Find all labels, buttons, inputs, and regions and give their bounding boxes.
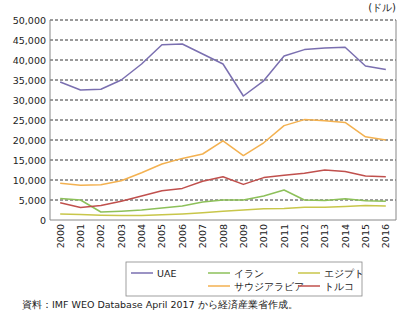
- chart: 0 5,000 10,000 15,000 20,000 25,000 30,000 35,0…: [0, 0, 405, 314]
- grid-line: [50, 160, 396, 161]
- plot-area: [60, 44, 386, 216]
- legend-label: サウジアラビア: [234, 281, 304, 292]
- y-tick-label: 40,000: [13, 55, 46, 66]
- grid-line: [50, 40, 396, 41]
- legend-swatch: [208, 272, 230, 274]
- y-tick-label: 35,000: [13, 75, 46, 86]
- series-line: [60, 120, 386, 186]
- grid-line: [50, 80, 396, 81]
- series-line: [60, 190, 386, 212]
- x-tick-label: 2004: [136, 224, 147, 248]
- y-tick-label: 10,000: [13, 175, 46, 186]
- grid-line: [50, 100, 396, 101]
- y-tick-label: 50,000: [13, 15, 46, 26]
- x-tick-label: 2000: [55, 224, 66, 248]
- y-axis-label: (ドル): [368, 2, 396, 13]
- y-tick-label: 5,000: [19, 195, 46, 206]
- plot-frame: [396, 20, 397, 220]
- y-tick-label: 30,000: [13, 95, 46, 106]
- legend-label: イラン: [234, 268, 264, 279]
- source-note: 資料：IMF WEO Database April 2017 から経済産業省作成…: [22, 299, 298, 310]
- x-tick-label: 2007: [197, 224, 208, 248]
- series-line: [60, 170, 386, 208]
- legend-swatch: [298, 272, 320, 274]
- series-line: [60, 44, 386, 96]
- legend-swatch: [208, 285, 230, 287]
- x-tick-label: 2009: [238, 224, 249, 248]
- x-tick-label: 2015: [360, 224, 371, 248]
- grid-line: [50, 120, 396, 121]
- legend-label: トルコ: [324, 281, 354, 292]
- y-tick-label: 0: [40, 215, 46, 226]
- x-tick-label: 2002: [95, 224, 106, 248]
- y-tick-label: 25,000: [13, 115, 46, 126]
- x-tick-label: 2003: [116, 224, 127, 248]
- legend-swatch: [298, 285, 320, 287]
- x-tick-label: 2016: [380, 224, 391, 248]
- grid-line: [50, 20, 396, 21]
- x-tick-label: 2012: [299, 224, 310, 248]
- legend-label: エジプト: [324, 268, 364, 279]
- x-tick-label: 2014: [340, 224, 351, 248]
- x-axis: [50, 220, 396, 221]
- y-tick-label: 15,000: [13, 155, 46, 166]
- y-tick-label: 20,000: [13, 135, 46, 146]
- x-tick-label: 2005: [156, 224, 167, 248]
- x-tick-label: 2008: [218, 224, 229, 248]
- x-tick-label: 2013: [319, 224, 330, 248]
- legend-swatch: [131, 272, 153, 274]
- y-axis: [50, 20, 51, 220]
- x-tick-label: 2001: [75, 224, 86, 248]
- y-tick-label: 45,000: [13, 35, 46, 46]
- x-tick-label: 2011: [279, 224, 290, 248]
- x-tick-label: 2006: [177, 224, 188, 248]
- grid-line: [50, 180, 396, 181]
- grid-line: [50, 60, 396, 61]
- series-line: [60, 206, 386, 216]
- x-tick-label: 2010: [258, 224, 269, 248]
- legend-label: UAE: [157, 268, 176, 279]
